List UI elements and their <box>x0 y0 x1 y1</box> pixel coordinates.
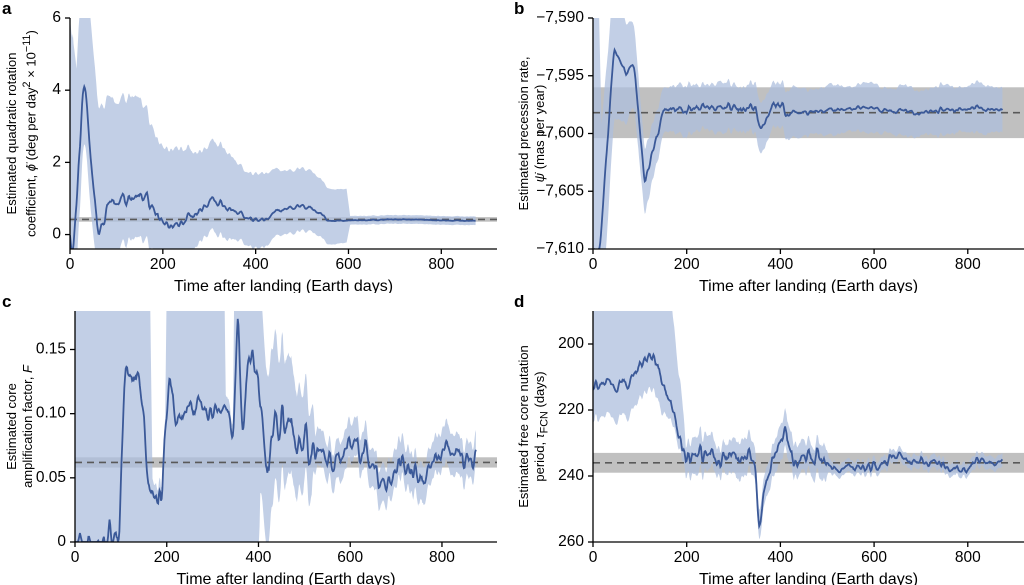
svg-text:200: 200 <box>150 256 176 273</box>
svg-text:Time after landing (Earth days: Time after landing (Earth days) <box>176 571 395 585</box>
svg-text:b: b <box>514 0 524 18</box>
svg-text:800: 800 <box>955 549 981 566</box>
svg-text:0: 0 <box>52 226 61 243</box>
svg-text:Time after landing (Earth days: Time after landing (Earth days) <box>174 278 393 293</box>
svg-text:a: a <box>2 0 12 18</box>
svg-text:800: 800 <box>955 256 981 273</box>
svg-text:800: 800 <box>429 549 455 566</box>
svg-text:0: 0 <box>57 533 66 550</box>
svg-text:240: 240 <box>558 467 584 484</box>
svg-text:0: 0 <box>66 256 75 273</box>
svg-text:600: 600 <box>861 256 887 273</box>
svg-text:600: 600 <box>861 549 887 566</box>
svg-text:600: 600 <box>336 256 362 273</box>
svg-text:200: 200 <box>674 256 700 273</box>
svg-text:400: 400 <box>767 549 793 566</box>
svg-text:6: 6 <box>52 9 61 26</box>
svg-text:0: 0 <box>589 549 598 566</box>
svg-text:Time after landing (Earth days: Time after landing (Earth days) <box>699 278 918 293</box>
svg-text:c: c <box>2 293 11 311</box>
svg-text:0.05: 0.05 <box>36 468 66 485</box>
svg-text:600: 600 <box>337 549 363 566</box>
svg-text:200: 200 <box>558 335 584 352</box>
svg-text:400: 400 <box>767 256 793 273</box>
svg-text:0: 0 <box>71 549 80 566</box>
svg-text:0: 0 <box>589 256 598 273</box>
svg-text:0.15: 0.15 <box>36 340 66 357</box>
svg-text:200: 200 <box>154 549 180 566</box>
svg-text:400: 400 <box>246 549 272 566</box>
svg-text:4: 4 <box>52 81 61 98</box>
svg-text:220: 220 <box>558 401 584 418</box>
svg-text:260: 260 <box>558 533 584 550</box>
svg-text:Time after landing (Earth days: Time after landing (Earth days) <box>699 571 918 585</box>
svg-text:800: 800 <box>428 256 454 273</box>
svg-text:d: d <box>514 293 524 311</box>
svg-text:2: 2 <box>52 153 61 170</box>
svg-text:0.10: 0.10 <box>36 404 67 421</box>
svg-text:200: 200 <box>674 549 700 566</box>
svg-text:400: 400 <box>243 256 269 273</box>
